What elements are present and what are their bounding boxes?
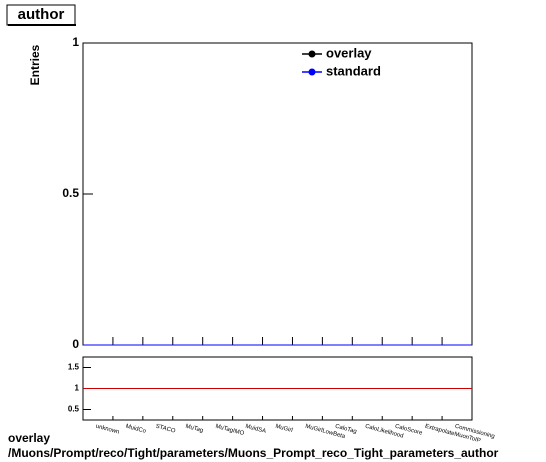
footer-line: /Muons/Prompt/reco/Tight/parameters/Muon… [8, 446, 499, 460]
x-tick-label: MuGirl [275, 424, 294, 434]
x-tick-label: MuTag [185, 424, 204, 434]
legend-label: overlay [326, 45, 372, 60]
ratio-y-tick-label: 0.5 [68, 405, 80, 414]
ratio-y-tick-label: 1 [75, 384, 80, 393]
x-tick-label: MuidCo [125, 424, 147, 435]
x-tick-label: STACO [155, 424, 176, 435]
chart-title: author [18, 6, 65, 23]
footer-line: overlay [8, 431, 50, 445]
y-tick-label: 1 [72, 35, 79, 49]
x-tick-label: MuTagIMO [215, 424, 245, 437]
x-tick-label: MuidSA [245, 424, 267, 435]
main-frame [82, 42, 473, 346]
y-axis-label: Entries [28, 44, 42, 85]
legend-label: standard [326, 63, 381, 78]
ratio-y-tick-label: 1.5 [68, 363, 80, 372]
x-tick-label: CaloTag [334, 424, 357, 435]
y-tick-label: 0.5 [62, 186, 79, 200]
legend-marker [308, 50, 316, 58]
x-tick-label: unknown [95, 424, 120, 436]
y-tick-label: 0 [72, 337, 79, 351]
legend-marker [308, 68, 316, 76]
